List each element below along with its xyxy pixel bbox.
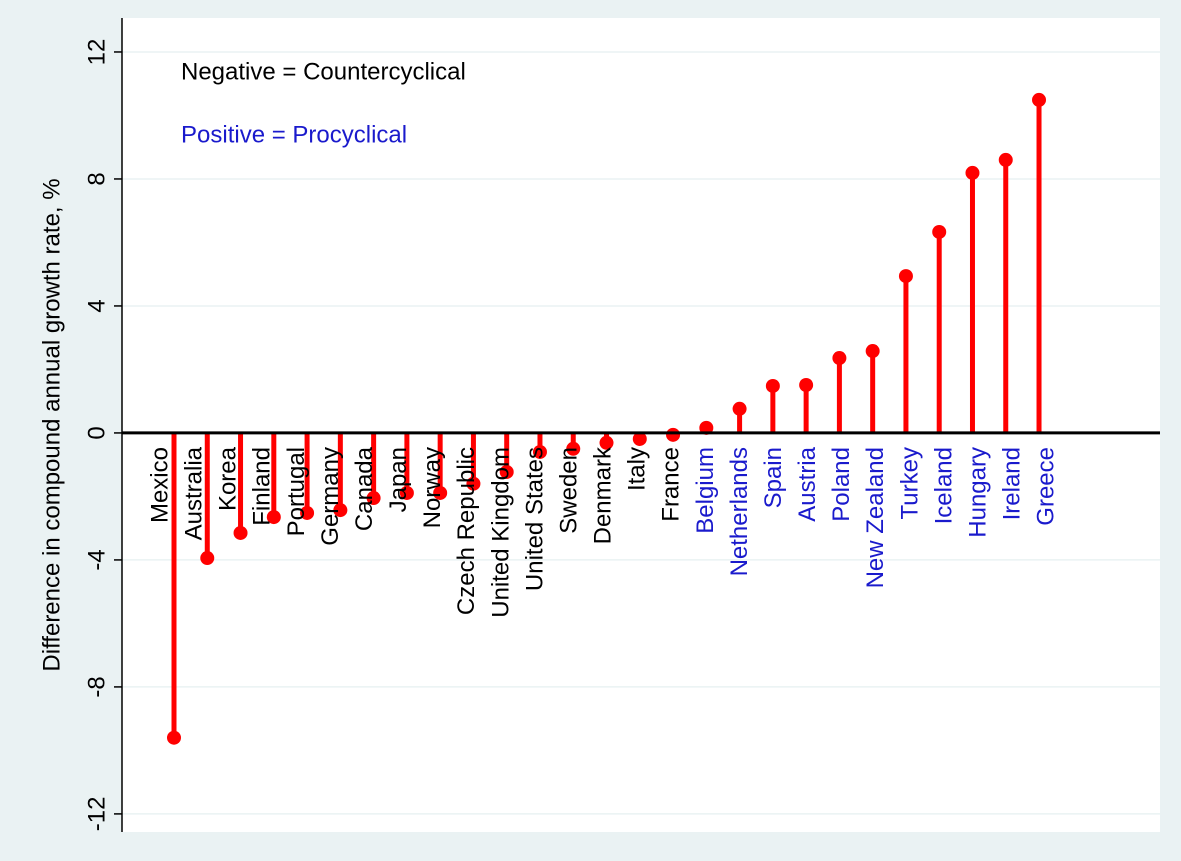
annotation: Positive = Procyclical <box>181 122 407 149</box>
y-tick-label: 8 <box>84 172 111 185</box>
dot <box>932 224 947 239</box>
x-tick-label: United States <box>521 447 548 591</box>
annotation: Negative = Countercyclical <box>181 59 466 86</box>
x-tick-label: Greece <box>1033 447 1060 526</box>
dot <box>499 464 514 479</box>
dot <box>333 503 348 518</box>
dot <box>200 551 215 566</box>
dot <box>765 378 780 393</box>
dot <box>799 377 814 392</box>
y-tick-label: 4 <box>84 299 111 312</box>
x-tick-label: Japan <box>385 447 412 512</box>
x-tick-label: Czech Republic <box>453 447 480 615</box>
dot <box>832 351 847 366</box>
dot <box>599 435 614 450</box>
x-tick-label: Mexico <box>147 447 174 523</box>
x-tick-label: Australia <box>181 446 208 540</box>
dot <box>898 269 913 284</box>
x-tick-label: New Zealand <box>862 447 889 588</box>
y-tick-label: -12 <box>84 797 111 832</box>
dot <box>865 344 880 359</box>
x-tick-label: United Kingdom <box>487 447 514 618</box>
x-tick-label: Finland <box>249 447 276 526</box>
x-tick-label: Poland <box>828 447 855 522</box>
y-tick-label: -4 <box>84 549 111 570</box>
dot <box>532 444 547 459</box>
dot <box>998 152 1013 167</box>
x-tick-label: Ireland <box>999 447 1026 520</box>
x-tick-label: Hungary <box>964 447 991 538</box>
x-tick-label: Netherlands <box>726 447 753 576</box>
x-tick-label: Denmark <box>590 446 617 544</box>
x-tick-label: Iceland <box>930 447 957 524</box>
dot <box>466 476 481 491</box>
x-tick-label: Norway <box>419 447 446 528</box>
dot <box>300 505 315 520</box>
plot-area <box>122 18 1160 832</box>
dot <box>167 730 181 745</box>
x-tick-label: Sweden <box>555 447 582 534</box>
x-tick-label: Spain <box>760 447 787 508</box>
dot <box>699 420 714 435</box>
dot <box>1032 92 1047 107</box>
dot <box>566 441 581 456</box>
x-tick-label: Belgium <box>692 447 719 534</box>
x-tick-label: France <box>658 447 685 522</box>
dot <box>399 485 414 500</box>
dot <box>965 165 980 180</box>
x-tick-label: Portugal <box>283 447 310 536</box>
x-tick-label: Canada <box>351 446 378 531</box>
x-tick-label: Turkey <box>896 447 923 519</box>
y-tick-label: -8 <box>84 676 111 697</box>
y-tick-label: 12 <box>84 39 111 66</box>
x-tick-label: Germany <box>317 447 344 546</box>
y-axis-title: Difference in compound annual growth rat… <box>39 178 66 671</box>
dot <box>433 485 448 500</box>
dot <box>666 427 681 442</box>
x-tick-label: Italy <box>624 447 651 491</box>
dot <box>366 491 381 506</box>
y-tick-label: 0 <box>84 426 111 439</box>
dot <box>233 525 248 540</box>
dot <box>266 510 281 525</box>
x-tick-label: Austria <box>794 446 821 521</box>
dot <box>732 401 747 416</box>
dot <box>632 431 647 446</box>
x-tick-label: Korea <box>215 446 242 511</box>
